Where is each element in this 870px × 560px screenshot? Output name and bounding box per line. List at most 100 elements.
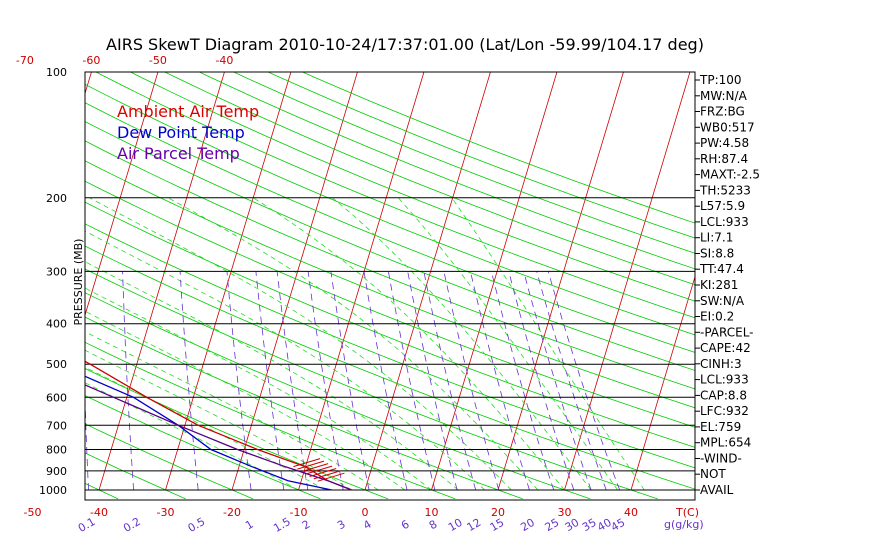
stat-item: SI:8.8 [700,247,734,261]
isotherm-line [431,72,558,491]
mixing-ratio-label: 1 [243,518,256,533]
stat-item: LCL:933 [700,215,749,229]
moist-adiabat-line [85,230,485,491]
mixing-ratio-label: 3 [335,518,348,533]
dry-adiabat-line [85,245,695,490]
pressure-tick-label: 500 [46,358,67,371]
dry-adiabat-line [85,316,523,500]
isotherm-line [0,32,37,491]
isotherm-line [764,32,870,491]
cape-hatch-line [309,468,337,477]
mixing-ratio-line [363,271,408,491]
dry-adiabat-line [85,102,695,353]
stat-item: LI:7.1 [700,231,733,245]
dry-adiabat-line [85,395,321,500]
stat-item: LCL:933 [700,373,749,387]
dry-adiabat-line [85,268,658,500]
moist-adiabat-line [85,331,379,491]
legend-item-ambient: Ambient Air Temp [117,102,259,121]
mixing-ratio-line [536,271,607,491]
mixing-ratio-label: 6 [399,518,412,533]
mixing-ratio-label: 25 [543,516,562,534]
temp-tick-label-top: -50 [149,54,167,67]
pressure-tick-label: 700 [46,419,67,432]
temp-tick-label-bottom: -50 [24,506,42,519]
mixing-ratio-label: 40 [595,516,614,534]
dry-adiabat-line [85,292,591,500]
stat-item: AVAIL [700,483,734,497]
temp-tick-label-top: -60 [82,54,100,67]
stat-item: MPL:654 [700,436,751,450]
sounding-series [85,360,352,491]
series-line-dew-point-temp [85,375,332,491]
dry-adiabat-line [85,201,695,448]
stat-item: LFC:932 [700,404,749,418]
mixing-ratio-line [443,271,500,491]
temp-tick-labels-bottom: -50 -40 -30 -20 -10 0 10 20 30 40 [24,506,638,519]
cape-hatch-line [305,465,333,475]
mixing-ratio-label: 30 [563,516,582,534]
mixing-ratio-label: 0.5 [186,515,208,535]
cape-hatch-line [313,470,341,480]
stat-item: MAXT:-2.5 [700,168,760,182]
mixing-ratio-line [307,271,344,491]
mixing-ratio-label: 35 [580,516,599,534]
dry-adiabat-line [85,341,456,500]
legend: Ambient Air Temp Dew Point Temp Air Parc… [117,102,259,163]
pressure-tick-label: 300 [46,265,67,278]
dry-adiabat-line [85,160,695,409]
dry-adiabat-line [232,72,695,254]
stat-item: EL:759 [700,420,741,434]
temp-tick-labels-top: -120-110-100-90-80-70-60-50-40 [16,54,233,67]
dry-adiabat-line [85,121,695,371]
stat-item: FRZ:BG [700,105,745,119]
mixing-ratio-label: 20 [518,516,537,534]
pressure-tick-label: 200 [46,192,67,205]
stat-item: NOT [700,467,726,481]
temp-tick-label-bottom: -40 [90,506,108,519]
mixing-ratio-line [423,271,477,491]
moist-adiabat-lines [85,197,645,491]
isotherm-line [364,72,491,491]
mixing-ratio-label: 0.2 [121,515,143,535]
mixing-ratio-unit-label: g(g/kg) [664,518,704,531]
mixing-ratio-line [276,271,309,491]
x-axis-label: T(C) [675,506,699,519]
dry-adiabat-line [129,72,695,302]
stat-item: TT:47.4 [699,262,744,276]
stat-item: L57:5.9 [700,199,745,213]
dry-adiabat-lines [85,72,695,500]
legend-item-parcel: Air Parcel Temp [117,144,240,163]
pressure-tick-label: 900 [46,465,67,478]
stat-item: TH:5233 [699,183,751,197]
stat-item: WB0:517 [700,120,755,134]
mixing-ratio-label: 8 [427,518,440,533]
temp-tick-label-bottom: -20 [223,506,241,519]
mixing-ratio-line [407,271,458,491]
stat-item: PW:4.58 [700,136,749,150]
temp-tick-label-bottom: 0 [362,506,369,519]
temp-tick-label-bottom: -30 [157,506,175,519]
pressure-tick-label: 800 [46,444,67,457]
stat-item: KI:281 [700,278,738,292]
mixing-ratio-line [508,271,575,491]
dry-adiabat-line [85,140,695,390]
mixing-ratio-line [330,271,370,491]
isotherm-line [497,72,624,491]
isotherm-line [564,72,691,491]
cape-hatch-line [317,472,345,482]
stat-item: -WIND- [700,452,742,466]
isotherm-line [298,72,425,491]
stat-item: EI:0.2 [700,310,734,324]
series-line-ambient-air-temp [85,360,352,491]
legend-item-dewpoint: Dew Point Temp [117,123,245,142]
temp-tick-label-top: -40 [215,54,233,67]
dry-adiabat-line [85,180,695,428]
stat-item: CAP:8.8 [700,388,747,402]
stat-item: RH:87.4 [700,152,748,166]
chart-title: AIRS SkewT Diagram 2010-10-24/17:37:01.0… [106,35,704,54]
stat-item: SW:N/A [700,294,745,308]
moist-adiabat-line [398,197,619,491]
